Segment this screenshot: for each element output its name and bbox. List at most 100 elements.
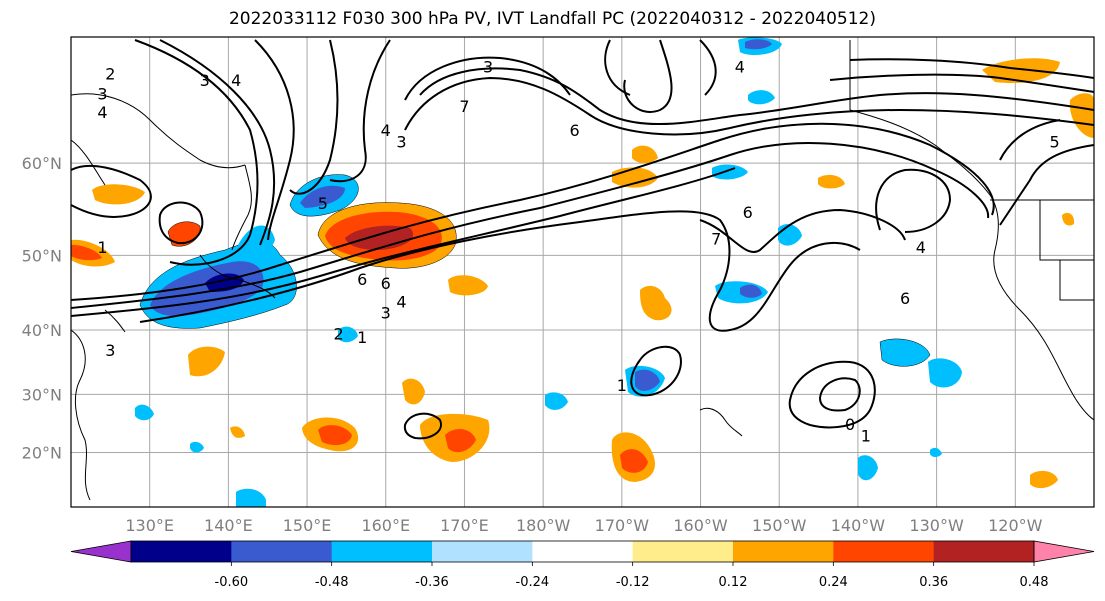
colorbar-tick-label: -0.12 bbox=[616, 575, 650, 590]
x-tick-label: 140°W bbox=[831, 516, 886, 535]
colorbar-tick-label: -0.60 bbox=[215, 575, 249, 590]
contour-label: 1 bbox=[617, 376, 627, 395]
x-tick-label: 150°W bbox=[752, 516, 807, 535]
contour-label: 4 bbox=[97, 103, 107, 122]
x-axis: 130°E 140°E 150°E 160°E 170°E 180°W 170°W 160°W… bbox=[125, 516, 1042, 535]
colorbar-segment bbox=[432, 541, 533, 562]
contour-label: 5 bbox=[318, 194, 328, 213]
pv-contour bbox=[158, 201, 204, 245]
colorbar-segment bbox=[231, 541, 333, 562]
contour-label: 3 bbox=[483, 57, 493, 76]
gridlines bbox=[71, 37, 1094, 507]
colorbar-segment bbox=[131, 541, 232, 562]
contour-label: 4 bbox=[381, 121, 391, 140]
colorbar-frame bbox=[130, 540, 1035, 563]
contour-label: 5 bbox=[1050, 132, 1060, 151]
contour-label: 3 bbox=[200, 71, 210, 90]
y-tick-label: 40°N bbox=[22, 321, 62, 340]
pv-contour bbox=[818, 377, 861, 412]
contour-label: 7 bbox=[711, 230, 721, 249]
pv-contour bbox=[699, 39, 717, 96]
contour-label: 1 bbox=[861, 427, 871, 446]
pv-contour bbox=[419, 67, 1094, 125]
colorbar-segment bbox=[632, 541, 734, 562]
y-tick-label: 30°N bbox=[22, 385, 62, 404]
colorbar-tick-label: -0.48 bbox=[315, 575, 349, 590]
contour-label: 6 bbox=[381, 274, 391, 293]
colorbar-extend-high bbox=[1033, 540, 1095, 563]
x-tick-label: 170°W bbox=[595, 516, 650, 535]
contour-label: 1 bbox=[357, 328, 367, 347]
colorbar-tick-label: -0.36 bbox=[415, 575, 449, 590]
contour-label: 1 bbox=[97, 238, 107, 257]
x-tick-label: 140°E bbox=[204, 516, 253, 535]
pv-contour bbox=[71, 142, 990, 309]
colorbar-tick-label: 0.12 bbox=[719, 575, 748, 590]
colorbar-segment bbox=[733, 541, 834, 562]
pv-contour bbox=[134, 39, 259, 266]
colorbar-segment bbox=[833, 541, 935, 562]
pv-contour bbox=[289, 39, 339, 195]
coastlines bbox=[71, 40, 1094, 501]
pv-contour bbox=[404, 76, 1094, 136]
pv-contour bbox=[403, 412, 442, 440]
pv-contour bbox=[999, 144, 1094, 226]
contour-label: 2 bbox=[105, 64, 115, 83]
contour-label: 4 bbox=[735, 57, 745, 76]
contour-label: 7 bbox=[459, 97, 469, 116]
contour-label: 6 bbox=[900, 289, 910, 308]
colorbar-tick-label: 0.24 bbox=[819, 575, 848, 590]
x-tick-label: 160°W bbox=[673, 516, 728, 535]
contour-label: 4 bbox=[396, 293, 406, 312]
y-tick-label: 20°N bbox=[22, 443, 62, 462]
x-tick-label: 180°W bbox=[516, 516, 571, 535]
colorbar-tick-label: -0.24 bbox=[516, 575, 550, 590]
x-tick-label: 120°W bbox=[988, 516, 1043, 535]
pv-contour bbox=[699, 208, 906, 253]
contour-label: 2 bbox=[333, 324, 343, 343]
contour-label: 3 bbox=[105, 341, 115, 360]
contour-layer bbox=[71, 39, 1094, 440]
contour-label: 4 bbox=[231, 71, 241, 90]
contour-label: 6 bbox=[743, 203, 753, 222]
contour-labels: 234343453764671366432146568110 bbox=[97, 57, 1105, 445]
pv-contour bbox=[159, 39, 276, 246]
colorbar: -0.60 -0.48 -0.36 -0.24 -0.12 0.12 0.24 0.36 0.4… bbox=[70, 540, 1095, 590]
map-title: 2022033112 F030 300 hPa PV, IVT Landfall… bbox=[228, 9, 876, 29]
contour-label: 3 bbox=[97, 84, 107, 103]
y-tick-label: 50°N bbox=[22, 246, 62, 265]
contour-label: 0 bbox=[845, 415, 855, 434]
colorbar-tick-label: 0.48 bbox=[1020, 575, 1049, 590]
pv-contour bbox=[71, 122, 995, 301]
x-tick-label: 130°W bbox=[909, 516, 964, 535]
x-tick-label: 130°E bbox=[125, 516, 174, 535]
contour-label: 3 bbox=[396, 132, 406, 151]
pv-contour bbox=[604, 39, 631, 96]
pv-contour bbox=[788, 360, 876, 429]
pv-contour bbox=[71, 167, 736, 317]
colorbar-extend-low bbox=[70, 540, 132, 563]
colorbar-segment bbox=[331, 541, 433, 562]
pv-contour bbox=[254, 39, 295, 241]
pv-contour bbox=[829, 73, 1094, 93]
y-tick-label: 60°N bbox=[22, 154, 62, 173]
colorbar-segment bbox=[933, 541, 1035, 562]
pv-contour bbox=[71, 164, 152, 218]
pv-contour bbox=[999, 119, 1061, 161]
pv-contour bbox=[875, 168, 952, 233]
x-tick-label: 170°E bbox=[440, 516, 489, 535]
map-frame bbox=[70, 36, 1095, 508]
pv-contour bbox=[623, 39, 673, 113]
x-tick-label: 160°E bbox=[361, 516, 410, 535]
contour-label: 6 bbox=[570, 121, 580, 140]
pv-contour bbox=[630, 345, 682, 397]
colorbar-tick-label: 0.36 bbox=[919, 575, 948, 590]
contour-label: 4 bbox=[916, 238, 926, 257]
pv-contour bbox=[849, 58, 1094, 79]
contour-label: 6 bbox=[357, 270, 367, 289]
pv-contour bbox=[329, 39, 391, 183]
pv-contour bbox=[404, 56, 571, 101]
contour-label: 3 bbox=[381, 304, 391, 323]
shading-layer bbox=[71, 37, 1094, 507]
